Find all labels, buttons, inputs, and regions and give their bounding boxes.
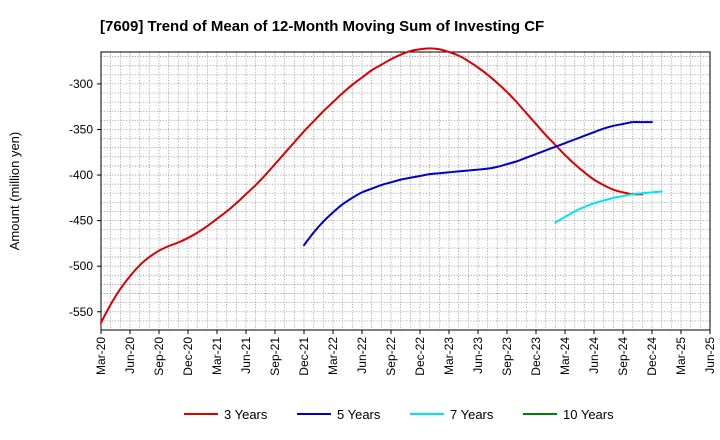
chart-title: [7609] Trend of Mean of 12-Month Moving … (100, 18, 544, 35)
x-tick-label: Jun-25 (703, 337, 717, 374)
plot-area (101, 52, 710, 330)
x-tick-label: Sep-20 (152, 337, 166, 376)
legend-label-3-years: 3 Years (224, 407, 268, 422)
x-tick-label: Dec-23 (529, 337, 543, 376)
y-tick-label: -450 (69, 214, 93, 228)
x-tick-label: Jun-24 (587, 337, 601, 374)
y-tick-label: -500 (69, 259, 93, 273)
x-tick-label: Sep-23 (500, 337, 514, 376)
y-tick-label: -550 (69, 305, 93, 319)
x-tick-label: Dec-21 (297, 337, 311, 376)
series-line-3-years (100, 47, 644, 324)
x-tick-label: Jun-20 (123, 337, 137, 374)
y-axis-label: Amount (million yen) (7, 132, 22, 251)
y-tick-label: -300 (69, 77, 93, 91)
x-tick-label: Sep-22 (384, 337, 398, 376)
x-tick-label: Dec-22 (413, 337, 427, 376)
y-axis: -550 -500 -450 -400 -350 -300 (69, 77, 101, 319)
grid (101, 52, 710, 330)
x-tick-label: Jun-22 (355, 337, 369, 374)
x-axis: Mar-20 Jun-20 Sep-20 Dec-20 Mar-21 Jun-21 Sep-… (94, 330, 717, 376)
legend-label-5-years: 5 Years (337, 407, 381, 422)
series-line-7-years (554, 190, 663, 224)
x-tick-label: Sep-24 (616, 337, 630, 376)
x-tick-label: Mar-21 (210, 337, 224, 375)
series-group (100, 47, 663, 324)
legend: 3 Years 5 Years 7 Years 10 Years (184, 407, 614, 422)
series-line-5-years (303, 121, 653, 247)
legend-label-10-years: 10 Years (563, 407, 614, 422)
y-tick-label: -400 (69, 168, 93, 182)
x-tick-label: Jun-23 (471, 337, 485, 374)
x-tick-label: Mar-25 (674, 337, 688, 375)
x-tick-label: Dec-24 (645, 337, 659, 376)
legend-label-7-years: 7 Years (450, 407, 494, 422)
x-tick-label: Jun-21 (239, 337, 253, 374)
x-tick-label: Sep-21 (268, 337, 282, 376)
y-tick-label: -350 (69, 122, 93, 136)
x-tick-label: Mar-23 (442, 337, 456, 375)
x-tick-label: Mar-24 (558, 337, 572, 375)
x-tick-label: Dec-20 (181, 337, 195, 376)
x-tick-label: Mar-20 (94, 337, 108, 375)
x-tick-label: Mar-22 (326, 337, 340, 375)
